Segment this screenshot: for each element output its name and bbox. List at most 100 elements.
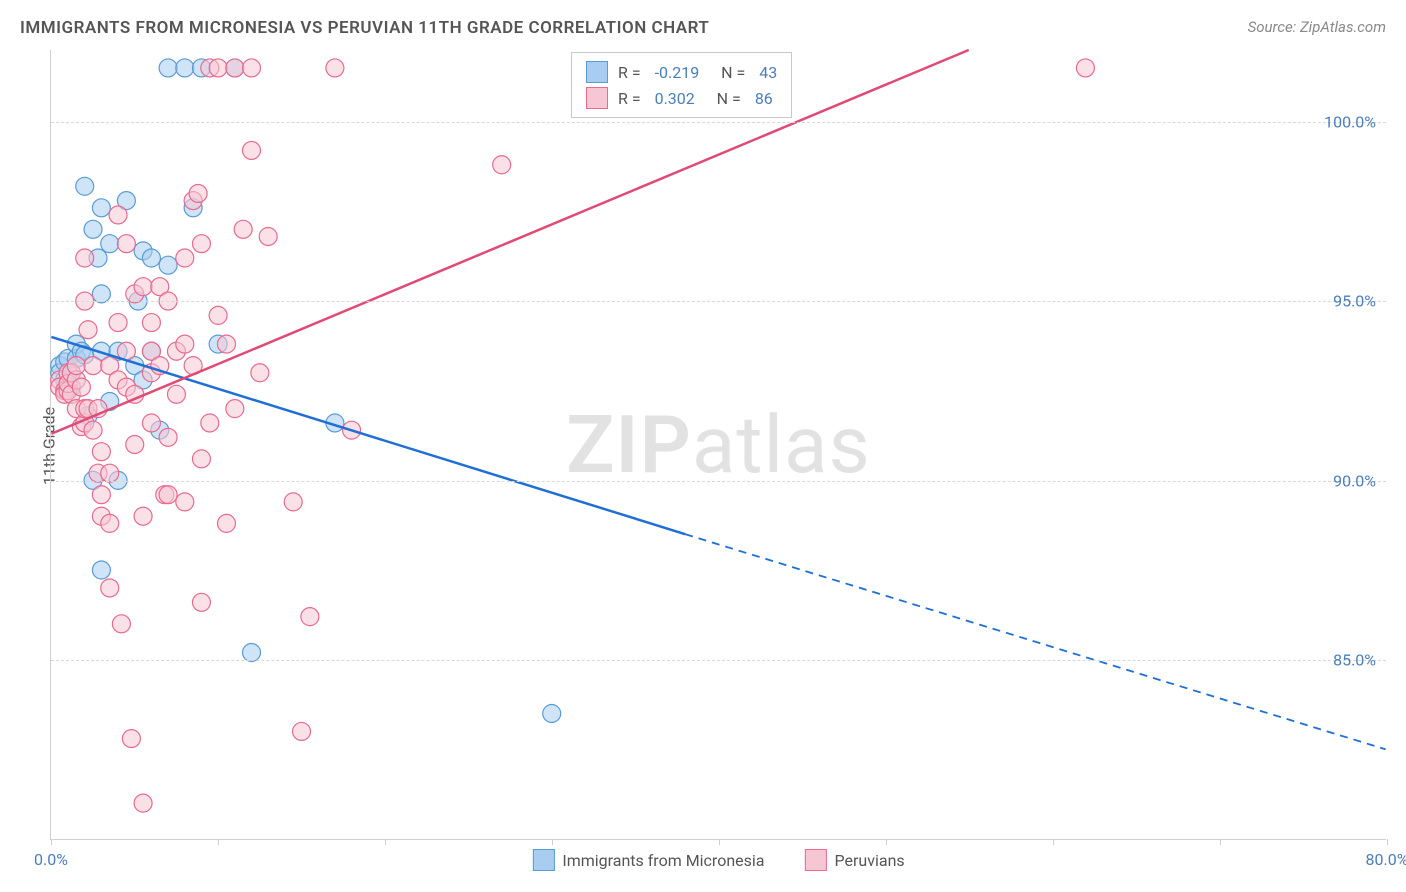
- scatter-point: [159, 59, 177, 77]
- scatter-point: [326, 59, 344, 77]
- scatter-point: [189, 184, 207, 202]
- scatter-point: [134, 507, 152, 525]
- scatter-point: [142, 414, 160, 432]
- scatter-point: [226, 59, 244, 77]
- scatter-point: [109, 314, 127, 332]
- scatter-point: [101, 235, 119, 253]
- scatter-point: [134, 278, 152, 296]
- scatter-point: [217, 335, 235, 353]
- x-tick: [552, 839, 553, 845]
- scatter-point: [543, 704, 561, 722]
- x-tick-label: 80.0%: [1366, 850, 1406, 869]
- series-label: Peruvians: [835, 851, 905, 870]
- scatter-point: [167, 385, 185, 403]
- legend-n-value: 43: [759, 63, 777, 82]
- plot-svg: [51, 50, 1386, 839]
- scatter-point: [159, 256, 177, 274]
- scatter-point: [284, 493, 302, 511]
- scatter-point: [122, 730, 140, 748]
- gridline: [51, 122, 1386, 123]
- scatter-point: [84, 220, 102, 238]
- scatter-point: [234, 220, 252, 238]
- scatter-point: [92, 561, 110, 579]
- regression-line-extrapolated: [685, 534, 1386, 749]
- y-tick-label: 90.0%: [1333, 471, 1376, 490]
- legend-row: R = 0.302 N = 86: [586, 85, 777, 111]
- scatter-point: [76, 177, 94, 195]
- scatter-point: [176, 59, 194, 77]
- legend-r-value: -0.219: [655, 63, 700, 82]
- scatter-point: [84, 421, 102, 439]
- scatter-point: [192, 235, 210, 253]
- gridline: [51, 660, 1386, 661]
- x-tick: [886, 839, 887, 845]
- x-tick: [1387, 839, 1388, 845]
- correlation-legend: R = -0.219 N = 43R = 0.302 N = 86: [571, 52, 792, 118]
- scatter-point: [101, 464, 119, 482]
- scatter-point: [142, 314, 160, 332]
- scatter-point: [109, 206, 127, 224]
- scatter-point: [192, 593, 210, 611]
- scatter-point: [201, 414, 219, 432]
- scatter-point: [92, 199, 110, 217]
- legend-swatch: [586, 87, 608, 109]
- legend-n-value: 86: [755, 89, 773, 108]
- scatter-point: [176, 335, 194, 353]
- scatter-point: [92, 285, 110, 303]
- legend-r-label: R =: [618, 89, 645, 108]
- scatter-point: [84, 357, 102, 375]
- chart-title: IMMIGRANTS FROM MICRONESIA VS PERUVIAN 1…: [20, 18, 709, 38]
- x-tick: [1220, 839, 1221, 845]
- scatter-point: [243, 141, 261, 159]
- scatter-point: [92, 486, 110, 504]
- scatter-point: [101, 514, 119, 532]
- scatter-point: [126, 436, 144, 454]
- scatter-point: [209, 59, 227, 77]
- y-tick-label: 85.0%: [1333, 651, 1376, 670]
- legend-r-label: R =: [618, 63, 645, 82]
- scatter-point: [226, 400, 244, 418]
- series-legend-item: Peruvians: [805, 849, 905, 871]
- series-legend: Immigrants from Micronesia Peruvians: [532, 849, 904, 871]
- scatter-point: [176, 249, 194, 267]
- x-tick: [218, 839, 219, 845]
- legend-row: R = -0.219 N = 43: [586, 59, 777, 85]
- series-legend-item: Immigrants from Micronesia: [532, 849, 764, 871]
- plot-area: ZIPatlas R = -0.219 N = 43R = 0.302 N = …: [50, 50, 1386, 840]
- y-tick-label: 95.0%: [1333, 292, 1376, 311]
- gridline: [51, 301, 1386, 302]
- scatter-point: [79, 321, 97, 339]
- legend-swatch: [586, 61, 608, 83]
- scatter-point: [159, 428, 177, 446]
- scatter-point: [159, 486, 177, 504]
- scatter-point: [142, 249, 160, 267]
- y-tick-label: 100.0%: [1324, 112, 1376, 131]
- scatter-point: [92, 443, 110, 461]
- x-tick: [51, 839, 52, 845]
- scatter-point: [209, 306, 227, 324]
- source-attribution: Source: ZipAtlas.com: [1248, 18, 1386, 36]
- scatter-point: [493, 156, 511, 174]
- regression-line: [51, 337, 685, 534]
- scatter-point: [251, 364, 269, 382]
- scatter-point: [112, 615, 130, 633]
- scatter-point: [259, 228, 277, 246]
- legend-n-label: N =: [705, 89, 745, 108]
- x-tick: [1053, 839, 1054, 845]
- scatter-point: [101, 579, 119, 597]
- legend-n-label: N =: [709, 63, 749, 82]
- scatter-point: [134, 794, 152, 812]
- scatter-point: [243, 59, 261, 77]
- scatter-point: [217, 514, 235, 532]
- legend-r-value: 0.302: [655, 89, 695, 108]
- scatter-point: [1076, 59, 1094, 77]
- scatter-point: [243, 644, 261, 662]
- scatter-point: [301, 608, 319, 626]
- x-tick: [385, 839, 386, 845]
- legend-swatch: [805, 849, 827, 871]
- x-tick: [719, 839, 720, 845]
- legend-swatch: [532, 849, 554, 871]
- series-label: Immigrants from Micronesia: [562, 851, 764, 870]
- scatter-point: [76, 249, 94, 267]
- scatter-point: [293, 722, 311, 740]
